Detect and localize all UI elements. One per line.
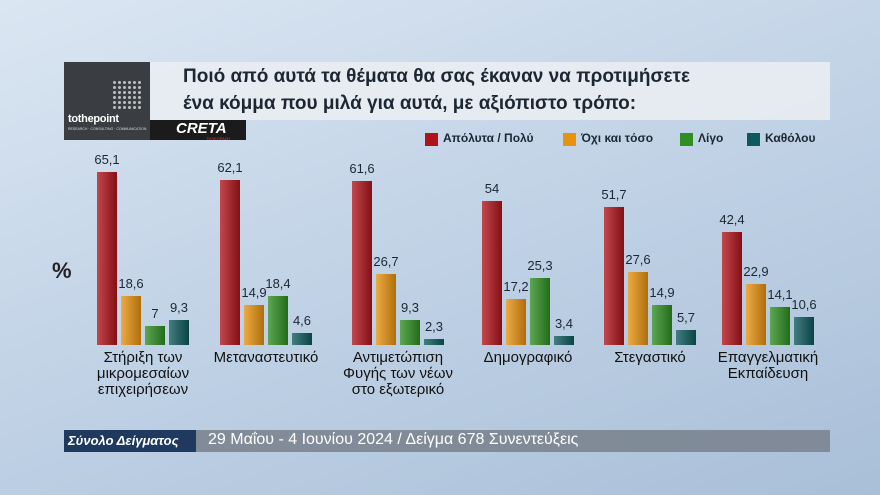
bar xyxy=(604,207,624,345)
value-label: 9,3 xyxy=(169,300,189,316)
bar xyxy=(770,307,790,345)
bar xyxy=(352,181,372,345)
category-label: Αντιμετώπιση Φυγής των νέων στο εξωτερικ… xyxy=(343,349,453,398)
y-axis-label: % xyxy=(52,258,72,283)
bar xyxy=(652,305,672,345)
legend-label: Απόλυτα / Πολύ xyxy=(443,131,534,145)
value-label: 26,7 xyxy=(373,253,399,269)
legend-label: Όχι και τόσο xyxy=(581,131,654,145)
bar xyxy=(482,201,502,345)
bar xyxy=(376,273,396,345)
footer-label: Σύνολο Δείγματος xyxy=(68,433,179,448)
category-label: Στεγαστικό xyxy=(614,349,686,366)
value-label: 2,3 xyxy=(424,318,444,334)
bar xyxy=(506,299,526,345)
value-label: 7 xyxy=(151,306,159,322)
value-label: 18,6 xyxy=(118,275,144,291)
bar xyxy=(220,179,240,345)
legend-label: Καθόλου xyxy=(765,131,816,145)
channel-box xyxy=(150,120,246,140)
chart-title: ένα κόμμα που μιλά για αυτά, με αξιόπιστ… xyxy=(183,93,637,114)
value-label: 14,1 xyxy=(767,287,793,303)
bar xyxy=(628,271,648,345)
value-label: 5,7 xyxy=(676,309,696,325)
value-label: 62,1 xyxy=(217,159,243,175)
logo-subtext: RESEARCH · CONSULTING · COMMUNICATION xyxy=(68,127,147,131)
bar xyxy=(794,316,814,345)
legend-swatch xyxy=(747,133,760,146)
value-label: 10,6 xyxy=(791,296,817,312)
bar xyxy=(400,320,420,345)
bar xyxy=(268,296,288,345)
bar xyxy=(554,335,574,345)
value-label: 9,3 xyxy=(400,300,420,316)
value-label: 51,7 xyxy=(601,187,627,203)
legend-label: Λίγο xyxy=(698,131,724,145)
category-label: Μεταναστευτικό xyxy=(213,349,319,366)
value-label: 17,2 xyxy=(503,279,529,295)
bar xyxy=(424,338,444,345)
bar xyxy=(746,284,766,345)
legend-swatch xyxy=(563,133,576,146)
value-label: 3,4 xyxy=(554,315,574,331)
logo-dots xyxy=(112,80,142,110)
chart-title: Ποιό από αυτά τα θέματα θα σας έκαναν να… xyxy=(183,66,690,87)
value-label: 61,6 xyxy=(349,161,375,177)
channel-logo: CRETA xyxy=(176,120,227,137)
value-label: 18,4 xyxy=(265,276,291,292)
footer-text: 29 Μαΐου - 4 Ιουνίου 2024 / Δείγμα 678 Σ… xyxy=(208,431,579,448)
bar xyxy=(169,320,189,345)
value-label: 4,6 xyxy=(292,312,312,328)
title-band xyxy=(150,62,830,120)
value-label: 42,4 xyxy=(719,212,745,228)
category-label: Δημογραφικό xyxy=(483,349,573,366)
bar xyxy=(292,332,312,345)
footer-label-box xyxy=(64,430,196,452)
footer-band xyxy=(196,430,830,452)
bar xyxy=(676,329,696,345)
category-label: Στήριξη των μικρομεσαίων επιχειρήσεων xyxy=(96,349,190,398)
bar xyxy=(121,295,141,345)
value-label: 14,9 xyxy=(649,285,675,301)
value-label: 65,1 xyxy=(94,151,120,167)
category-label: Επαγγελματική Εκπαίδευση xyxy=(717,349,819,382)
bar xyxy=(530,277,550,345)
value-label: 25,3 xyxy=(527,257,553,273)
value-label: 22,9 xyxy=(743,264,769,280)
value-label: 27,6 xyxy=(625,251,651,267)
logo-text: tothepoint xyxy=(68,113,119,125)
legend-swatch xyxy=(425,133,438,146)
bar xyxy=(244,305,264,345)
value-label: 54 xyxy=(484,181,500,197)
bar xyxy=(97,171,117,345)
channel-subtext: ΤΗΛΕΟΡΑΣΗ xyxy=(206,136,231,141)
value-label: 14,9 xyxy=(241,285,267,301)
bar xyxy=(145,326,165,345)
legend-swatch xyxy=(680,133,693,146)
bar xyxy=(722,232,742,345)
